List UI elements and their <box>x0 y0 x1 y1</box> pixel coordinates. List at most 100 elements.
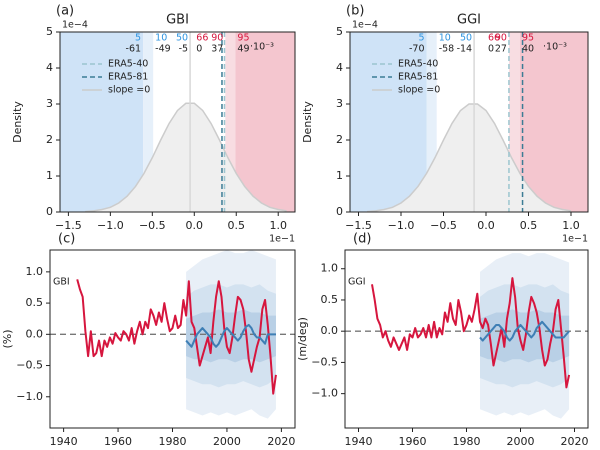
percentile-label: 95 <box>237 33 249 44</box>
x-tick-label: 1.0 <box>562 219 580 232</box>
x-tick-label: 2020 <box>561 435 589 448</box>
x-tick-label: 1960 <box>104 435 132 448</box>
y-tick-label: −1.0 <box>311 387 338 400</box>
panel-label: (a) <box>56 4 74 19</box>
y-tick-label: 5 <box>46 25 53 38</box>
percentile-value: 40 <box>522 44 534 55</box>
x-tick-label: −1.0 <box>388 219 415 232</box>
y-offset-label: 1e−4 <box>352 20 378 31</box>
y-axis-label: Density <box>301 101 314 143</box>
x-tick-label: 0.5 <box>520 219 538 232</box>
percentile-scale: ·10⁻³ <box>250 42 274 53</box>
y-tick-label: 0.5 <box>321 293 339 306</box>
x-tick-label: −1.0 <box>97 219 124 232</box>
series-label: GGI <box>348 277 366 288</box>
x-tick-label: −1.5 <box>55 219 82 232</box>
y-tick-label: 0.0 <box>321 324 339 337</box>
chart-title: GGI <box>457 13 481 28</box>
percentile-value: 49 <box>237 44 249 55</box>
percentile-region <box>143 32 154 212</box>
x-tick-label: −0.5 <box>430 219 457 232</box>
panel-label: (b) <box>346 4 364 19</box>
percentile-region <box>350 32 427 212</box>
x-tick-label: 1960 <box>399 435 427 448</box>
x-tick-label: 1980 <box>453 435 481 448</box>
percentile-region <box>60 32 144 212</box>
y-tick-label: 1 <box>46 169 53 182</box>
percentile-region <box>508 32 520 212</box>
frame <box>59 31 296 213</box>
density-area <box>367 104 571 212</box>
legend-label: slope =0 <box>108 85 150 96</box>
percentile-region <box>225 32 236 212</box>
x-tick-label: 1980 <box>159 435 187 448</box>
y-tick-label: 0 <box>46 205 53 218</box>
percentile-region <box>426 32 437 212</box>
percentile-value: -70 <box>409 44 425 55</box>
percentile-scale: ·10⁻³ <box>543 42 567 53</box>
y-tick-label: 3 <box>46 97 53 110</box>
x-offset-label: 1e−1 <box>269 234 295 245</box>
y-axis-label: (%) <box>1 329 14 348</box>
density-curve <box>366 103 572 213</box>
y-axis-label: (m/deg) <box>296 317 309 361</box>
y-tick-label: 4 <box>336 61 343 74</box>
percentile-value: 0 <box>196 44 202 55</box>
x-tick-label: 2000 <box>507 435 535 448</box>
y-tick-label: 0.0 <box>26 327 44 340</box>
percentile-value: -58 <box>439 44 455 55</box>
percentile-label: 66 <box>196 33 208 44</box>
y-tick-label: 1.0 <box>26 265 44 278</box>
x-tick-label: 1940 <box>345 435 373 448</box>
legend-label: ERA5-81 <box>398 72 438 83</box>
y-tick-label: 4 <box>46 61 53 74</box>
x-tick-label: 0.0 <box>186 219 204 232</box>
y-tick-label: 2 <box>336 133 343 146</box>
density-curve <box>85 102 287 213</box>
series-label: GBI <box>53 277 70 288</box>
x-tick-label: 2000 <box>213 435 241 448</box>
percentile-region <box>235 32 295 212</box>
legend-label: ERA5-40 <box>398 59 438 70</box>
x-tick-label: 0.0 <box>477 219 495 232</box>
y-tick-label: 1 <box>336 169 343 182</box>
x-offset-label: 1e−1 <box>562 234 588 245</box>
y-offset-label: 1e−4 <box>62 20 88 31</box>
series-line <box>479 320 570 342</box>
percentile-label: 5 <box>135 33 141 44</box>
frame <box>349 31 589 213</box>
series-line <box>76 279 277 395</box>
panel-label: (c) <box>58 232 75 247</box>
y-axis-label: Density <box>11 101 24 143</box>
legend-label: ERA5-81 <box>108 72 148 83</box>
chart-title: GBI <box>166 13 189 28</box>
y-tick-label: 2 <box>46 133 53 146</box>
legend-label: ERA5-40 <box>108 59 148 70</box>
x-tick-label: 1940 <box>50 435 78 448</box>
percentile-value: 37 <box>211 44 223 55</box>
y-tick-label: −0.5 <box>311 355 338 368</box>
y-tick-label: 0 <box>336 205 343 218</box>
ensemble-band <box>480 309 570 363</box>
x-tick-label: −0.5 <box>139 219 166 232</box>
y-tick-label: 5 <box>336 25 343 38</box>
y-tick-label: 0.5 <box>26 296 44 309</box>
percentile-label: 50 <box>176 33 188 44</box>
percentile-label: 5 <box>418 33 424 44</box>
legend-label: slope =0 <box>398 85 440 96</box>
percentile-label: 90 <box>495 33 507 44</box>
y-tick-label: 1.0 <box>321 262 339 275</box>
x-tick-label: −1.5 <box>345 219 372 232</box>
percentile-label: 66 <box>488 33 500 44</box>
series-line <box>185 323 276 348</box>
percentile-value: -61 <box>126 44 142 55</box>
percentile-value: 0 <box>488 44 494 55</box>
percentile-value: -14 <box>457 44 473 55</box>
percentile-value: -49 <box>155 44 171 55</box>
x-tick-label: 2020 <box>267 435 295 448</box>
x-tick-label: 1.0 <box>269 219 287 232</box>
y-tick-label: −0.5 <box>16 359 43 372</box>
percentile-region <box>520 32 588 212</box>
